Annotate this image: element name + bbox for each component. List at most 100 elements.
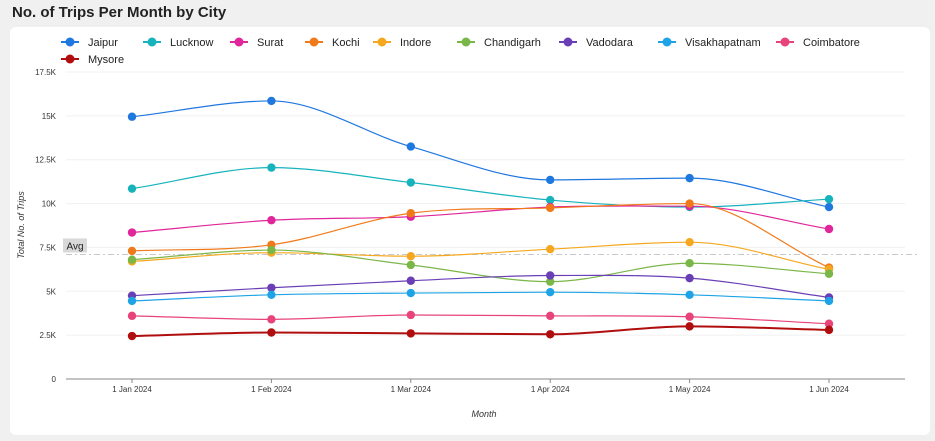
data-point-visakhapatnam[interactable] xyxy=(267,290,276,299)
data-point-chandigarh[interactable] xyxy=(685,259,694,268)
series-coimbatore xyxy=(127,310,834,328)
data-point-surat[interactable] xyxy=(127,228,137,237)
data-point-indore[interactable] xyxy=(546,244,555,254)
data-point-mysore[interactable] xyxy=(685,322,694,331)
data-point-vadodara[interactable] xyxy=(267,283,276,292)
data-point-lucknow[interactable] xyxy=(546,195,555,205)
y-axis: 0 2.5K 5K 7.5K 10K 12.5K 15K 17.5K xyxy=(35,68,57,384)
data-point-kochi[interactable] xyxy=(127,246,137,256)
data-point-jaipur[interactable] xyxy=(685,173,694,183)
legend-item-visakhapatnam[interactable]: Visakhapatnam xyxy=(658,37,761,49)
x-tick-label: 1 May 2024 xyxy=(669,385,711,394)
series-mysore xyxy=(127,322,834,341)
data-point-surat[interactable] xyxy=(267,216,276,225)
legend-item-mysore[interactable]: Mysore xyxy=(61,54,124,66)
data-point-visakhapatnam[interactable] xyxy=(406,288,415,298)
data-point-chandigarh[interactable] xyxy=(546,277,555,286)
x-axis: 1 Jan 2024 1 Feb 2024 1 Mar 2024 1 Apr 2024… xyxy=(66,378,905,394)
data-point-lucknow[interactable] xyxy=(267,163,276,172)
legend-swatch-dot xyxy=(377,37,387,47)
legend-swatch-dot xyxy=(147,37,157,47)
data-point-coimbatore[interactable] xyxy=(267,315,276,324)
data-point-indore[interactable] xyxy=(406,252,415,261)
grid xyxy=(66,71,905,336)
data-point-jaipur[interactable] xyxy=(406,142,415,151)
average-label: Avg xyxy=(66,241,83,252)
data-point-vadodara[interactable] xyxy=(685,273,694,283)
data-point-jaipur[interactable] xyxy=(267,96,276,106)
page-title: No. of Trips Per Month by City xyxy=(12,4,227,21)
legend-item-lucknow[interactable]: Lucknow xyxy=(143,37,213,49)
data-point-jaipur[interactable] xyxy=(546,175,555,185)
x-tick-label: 1 Feb 2024 xyxy=(251,385,292,394)
data-point-kochi[interactable] xyxy=(406,209,415,218)
data-point-chandigarh[interactable] xyxy=(127,255,137,264)
series-line-mysore xyxy=(131,325,830,338)
data-point-coimbatore[interactable] xyxy=(127,311,137,321)
legend-item-surat[interactable]: Surat xyxy=(230,37,283,49)
series-visakhapatnam xyxy=(127,287,834,306)
data-point-chandigarh[interactable] xyxy=(267,245,276,255)
data-point-coimbatore[interactable] xyxy=(685,312,694,321)
series-line-kochi xyxy=(131,202,830,269)
data-point-mysore[interactable] xyxy=(824,325,834,335)
data-point-surat[interactable] xyxy=(824,224,834,234)
legend-label: Lucknow xyxy=(170,37,213,49)
legend-label: Surat xyxy=(257,37,283,49)
legend-item-coimbatore[interactable]: Coimbatore xyxy=(776,37,860,49)
data-point-lucknow[interactable] xyxy=(824,194,834,204)
data-point-mysore[interactable] xyxy=(267,328,276,337)
series-line-coimbatore xyxy=(131,314,830,325)
legend-item-vadodara[interactable]: Vadodara xyxy=(559,37,634,49)
data-point-vadodara[interactable] xyxy=(546,271,555,280)
legend-swatch-dot xyxy=(234,37,244,47)
legend-swatch-dot xyxy=(65,37,75,47)
y-tick-label: 2.5K xyxy=(40,331,57,340)
y-tick-label: 10K xyxy=(42,200,57,209)
data-point-visakhapatnam[interactable] xyxy=(685,290,694,299)
legend-item-indore[interactable]: Indore xyxy=(373,37,431,49)
data-point-kochi[interactable] xyxy=(685,199,694,208)
series-group xyxy=(127,96,834,341)
series-line-surat xyxy=(131,205,830,234)
legend-label: Visakhapatnam xyxy=(685,37,761,49)
line-chart: Jaipur Lucknow Surat Kochi Indore Chandigarh V… xyxy=(16,37,920,419)
legend-item-kochi[interactable]: Kochi xyxy=(305,37,360,49)
series-indore xyxy=(127,237,834,274)
y-tick-label: 7.5K xyxy=(40,243,57,252)
data-point-chandigarh[interactable] xyxy=(406,260,415,270)
legend-item-chandigarh[interactable]: Chandigarh xyxy=(457,37,541,49)
data-point-coimbatore[interactable] xyxy=(824,319,834,328)
data-point-mysore[interactable] xyxy=(406,329,415,338)
data-point-chandigarh[interactable] xyxy=(824,269,834,278)
data-point-visakhapatnam[interactable] xyxy=(127,296,137,306)
series-line-vadodara xyxy=(131,274,830,299)
legend-label: Coimbatore xyxy=(803,37,860,49)
x-tick-label: 1 Apr 2024 xyxy=(531,385,570,394)
series-chandigarh xyxy=(127,245,834,286)
series-line-chandigarh xyxy=(131,249,830,283)
series-jaipur xyxy=(127,96,834,212)
data-point-mysore[interactable] xyxy=(127,331,137,341)
data-point-coimbatore[interactable] xyxy=(406,310,415,320)
x-tick-label: 1 Mar 2024 xyxy=(391,385,432,394)
data-point-visakhapatnam[interactable] xyxy=(824,296,834,306)
legend-swatch-dot xyxy=(461,37,471,47)
data-point-mysore[interactable] xyxy=(546,330,555,339)
data-point-lucknow[interactable] xyxy=(127,184,137,193)
series-line-visakhapatnam xyxy=(131,291,830,302)
data-point-jaipur[interactable] xyxy=(127,112,137,121)
series-line-lucknow xyxy=(131,167,830,208)
x-tick-label: 1 Jun 2024 xyxy=(809,385,849,394)
data-point-jaipur[interactable] xyxy=(824,202,834,212)
data-point-vadodara[interactable] xyxy=(406,276,415,285)
data-point-kochi[interactable] xyxy=(546,203,555,213)
legend-item-jaipur[interactable]: Jaipur xyxy=(61,37,118,49)
data-point-indore[interactable] xyxy=(685,237,694,247)
y-tick-label: 0 xyxy=(52,375,57,384)
data-point-visakhapatnam[interactable] xyxy=(546,287,555,297)
series-line-indore xyxy=(131,241,830,270)
data-point-lucknow[interactable] xyxy=(406,178,415,187)
data-point-coimbatore[interactable] xyxy=(546,311,555,321)
legend: Jaipur Lucknow Surat Kochi Indore Chandigarh V… xyxy=(61,37,860,66)
